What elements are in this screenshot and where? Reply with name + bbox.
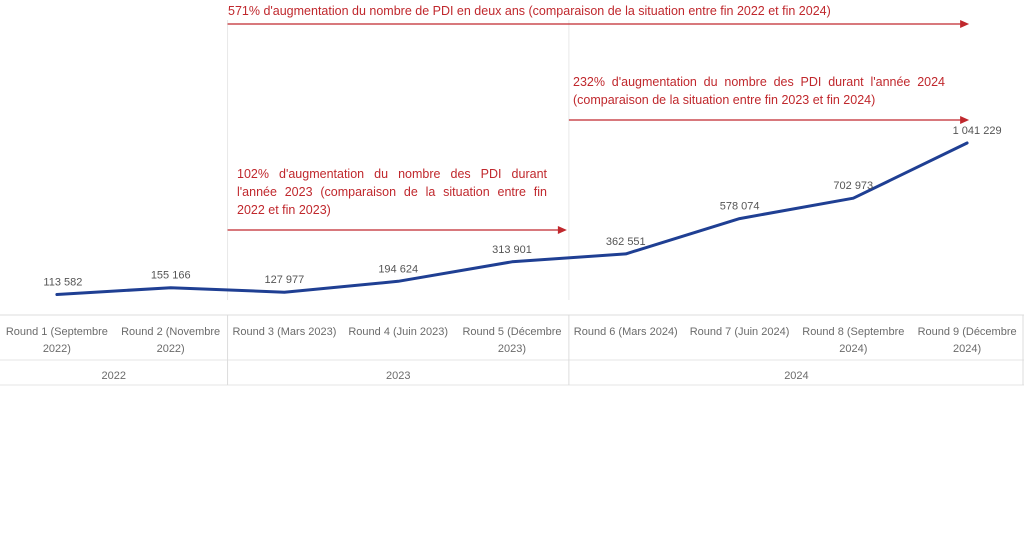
year-group-label: 2024 <box>784 370 809 382</box>
annotation-arrow-head <box>960 20 970 28</box>
annotation-two-years: 571% d'augmentation du nombre de PDI en … <box>228 4 831 18</box>
category-label: Round 3 (Mars 2023) <box>232 326 337 338</box>
year-group-label: 2022 <box>101 370 127 382</box>
data-label: 194 624 <box>378 263 418 275</box>
data-label: 702 973 <box>833 180 873 192</box>
data-labels: 113 582 155 166 127 977 194 624 313 901 362 5… <box>43 125 1001 289</box>
annotation-arrow-head <box>960 116 970 124</box>
year-group-label: 2023 <box>385 370 411 382</box>
category-label: Round 9 (Décembre 2024) <box>917 326 1017 355</box>
data-label: 578 074 <box>720 201 760 213</box>
year-separators <box>0 20 1024 386</box>
category-label: Round 7 (Juin 2024) <box>689 326 790 338</box>
annotation-arrow-head <box>557 226 567 234</box>
data-label: 127 977 <box>265 274 305 286</box>
category-label: Round 2 (Novembre 2022) <box>121 326 221 355</box>
data-label: 113 582 <box>43 277 82 289</box>
series-line <box>55 141 969 296</box>
category-label: Round 4 (Juin 2023) <box>348 326 449 338</box>
data-label: 155 166 <box>151 270 191 282</box>
annotation-arrows <box>227 20 970 234</box>
category-label: Round 5 (Décembre 2023) <box>462 326 562 355</box>
data-label: 1 041 229 <box>953 125 1002 137</box>
annotation-2024: 232% d'augmentation du nombre des PDI du… <box>573 75 945 107</box>
category-label: Round 1 (Septembre 2022) <box>5 326 108 355</box>
annotation-2023: 102% d'augmentation du nombre des PDI du… <box>237 167 547 217</box>
category-label: Round 8 (Septembre 2024) <box>802 326 905 355</box>
category-label: Round 6 (Mars 2024) <box>573 326 678 338</box>
data-label: 362 551 <box>606 236 646 248</box>
data-label: 313 901 <box>492 244 532 256</box>
